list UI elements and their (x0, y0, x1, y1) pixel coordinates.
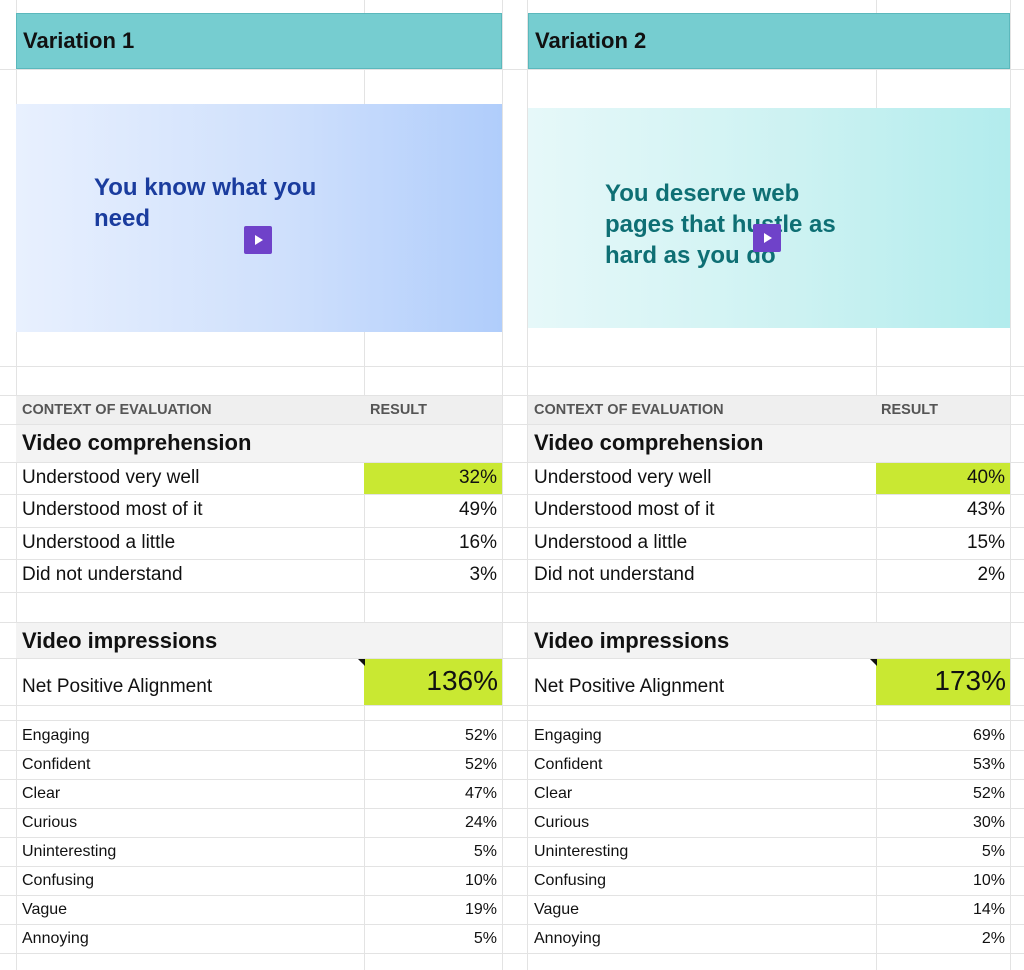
impressions-section-title: Video impressions (528, 623, 1010, 658)
table-row: Annoying 2% (534, 930, 1005, 947)
table-header-row: CONTEXT OF EVALUATION RESULT (528, 396, 1010, 424)
net-positive-alignment-row: Net Positive Alignment 173% (528, 659, 1010, 705)
variation-2-column: Variation 2 You deserve web pages that h… (528, 0, 1010, 970)
thumbnail-text: You deserve web pages that hustle as har… (605, 180, 836, 269)
table-row: Understood very well 40% (528, 463, 1010, 494)
table-row: Vague 19% (22, 901, 497, 918)
highlight-cell (876, 463, 1010, 494)
play-icon[interactable] (244, 226, 272, 254)
highlight-cell (870, 659, 1010, 705)
variation-title: Variation 1 (23, 28, 135, 53)
impressions-section-title: Video impressions (16, 623, 502, 658)
variation-1-column: Variation 1 You know what you need CONTE… (16, 0, 502, 970)
table-row: Curious 30% (534, 814, 1005, 831)
table-row: Vague 14% (534, 901, 1005, 918)
table-row: Clear 52% (534, 785, 1005, 802)
table-row: Annoying 5% (22, 930, 497, 947)
table-row: Understood most of it 49% (22, 499, 497, 520)
variation-1-header[interactable]: Variation 1 (16, 13, 502, 69)
table-row: Understood very well 32% (16, 463, 502, 494)
result-header: RESULT (881, 402, 938, 418)
comprehension-section-title: Video comprehension (16, 425, 502, 462)
context-header: CONTEXT OF EVALUATION (22, 402, 212, 418)
table-row: Did not understand 2% (534, 564, 1005, 585)
table-row: Confusing 10% (534, 872, 1005, 889)
table-row: Understood a little 15% (534, 532, 1005, 553)
table-row: Clear 47% (22, 785, 497, 802)
highlight-cell (358, 659, 502, 705)
net-positive-alignment-row: Net Positive Alignment 136% (16, 659, 502, 705)
table-header-row: CONTEXT OF EVALUATION RESULT (16, 396, 502, 424)
table-row: Engaging 69% (534, 727, 1005, 744)
video-thumbnail[interactable]: You know what you need (16, 104, 502, 332)
table-row: Uninteresting 5% (22, 843, 497, 860)
result-header: RESULT (370, 402, 427, 418)
variation-2-header[interactable]: Variation 2 (528, 13, 1010, 69)
table-row: Confusing 10% (22, 872, 497, 889)
net-positive-value: 136% (426, 665, 498, 696)
comprehension-section-title: Video comprehension (528, 425, 1010, 462)
net-positive-value: 173% (934, 665, 1006, 696)
table-row: Engaging 52% (22, 727, 497, 744)
table-row: Confident 52% (22, 756, 497, 773)
variation-title: Variation 2 (535, 28, 647, 53)
video-thumbnail[interactable]: You deserve web pages that hustle as har… (528, 108, 1010, 328)
table-row: Understood a little 16% (22, 532, 497, 553)
table-row: Uninteresting 5% (534, 843, 1005, 860)
table-row: Confident 53% (534, 756, 1005, 773)
play-icon[interactable] (753, 224, 781, 252)
context-header: CONTEXT OF EVALUATION (534, 402, 724, 418)
table-row: Did not understand 3% (22, 564, 497, 585)
table-row: Understood most of it 43% (534, 499, 1005, 520)
table-row: Curious 24% (22, 814, 497, 831)
thumbnail-text: You know what you need (94, 174, 317, 232)
highlight-cell (364, 463, 502, 494)
